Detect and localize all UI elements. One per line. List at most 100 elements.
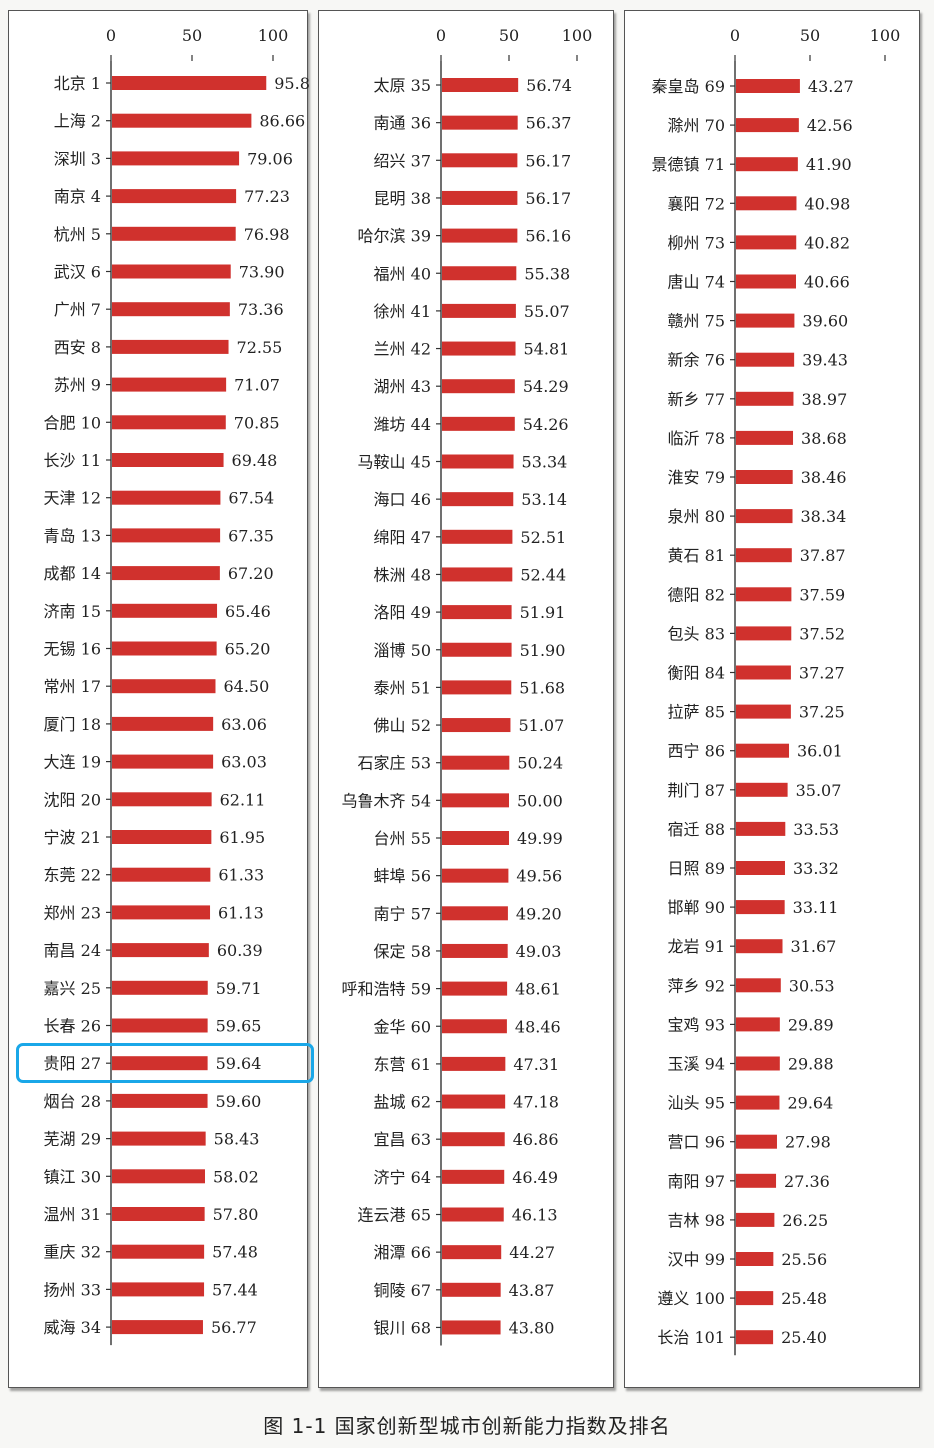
category-label: 徐州 41: [374, 302, 431, 321]
bar-chart-2: 0 50 100 太原 35 56.74 南通 36 56.37 绍兴 37 56.17 昆明 3…: [342, 26, 592, 1346]
category-label: 泉州 80: [668, 507, 725, 526]
value-label: 86.66: [259, 112, 305, 131]
category-label: 沈阳 20: [44, 790, 101, 809]
category-label: 长春 26: [44, 1017, 101, 1036]
category-label: 包头 83: [668, 624, 725, 643]
bar: [736, 626, 792, 641]
bar: [112, 1093, 208, 1108]
category-label: 日照 89: [668, 859, 725, 878]
category-label: 深圳 3: [54, 149, 101, 168]
x-tick-label: 0: [730, 26, 740, 45]
x-tick-label: 50: [800, 26, 820, 45]
category-label: 滁州 70: [668, 116, 725, 135]
value-label: 61.33: [218, 866, 264, 885]
bar: [442, 943, 508, 958]
category-label: 贵阳 27: [44, 1054, 101, 1073]
bar: [442, 1245, 502, 1260]
bar: [736, 743, 790, 758]
value-label: 54.81: [524, 340, 570, 359]
bar: [112, 1244, 205, 1259]
value-label: 59.65: [216, 1017, 262, 1036]
value-label: 46.86: [513, 1130, 559, 1149]
category-label: 太原 35: [374, 76, 431, 95]
category-label: 邯郸 90: [668, 898, 725, 917]
value-label: 49.20: [516, 904, 562, 923]
value-label: 59.64: [216, 1054, 262, 1073]
value-label: 47.31: [513, 1055, 559, 1074]
value-label: 77.23: [244, 187, 290, 206]
category-label: 佛山 52: [374, 716, 431, 735]
value-label: 42.56: [807, 116, 853, 135]
category-label: 烟台 28: [44, 1092, 101, 1111]
value-label: 56.17: [525, 151, 571, 170]
bar: [736, 861, 785, 875]
bar: [442, 341, 516, 356]
category-label: 上海 2: [54, 112, 101, 131]
category-label: 吉林 98: [668, 1211, 725, 1230]
category-label: 南阳 97: [668, 1172, 725, 1191]
value-label: 56.17: [525, 189, 571, 208]
value-label: 49.99: [517, 829, 563, 848]
value-label: 95.84: [274, 74, 309, 93]
x-tick-label: 100: [258, 26, 289, 45]
highlight-box-guiyang: [16, 1043, 314, 1083]
category-label: 铜陵 67: [374, 1281, 431, 1300]
category-label: 遵义 100: [657, 1289, 725, 1308]
bar: [112, 339, 229, 354]
category-label: 新余 76: [668, 351, 725, 370]
bar: [112, 76, 267, 90]
value-label: 73.36: [238, 300, 284, 319]
bar: [736, 1252, 774, 1266]
category-label: 株洲 48: [374, 565, 431, 584]
bar: [112, 453, 224, 467]
x-tick-label: 50: [499, 26, 519, 45]
value-label: 51.07: [518, 716, 564, 735]
value-label: 36.01: [797, 742, 843, 761]
bar: [112, 716, 214, 731]
category-label: 临沂 78: [668, 429, 725, 448]
category-label: 北京 1: [54, 74, 101, 93]
category-label: 苏州 9: [54, 376, 101, 395]
bar: [736, 1212, 775, 1227]
value-label: 52.51: [520, 528, 566, 547]
x-tick-label: 50: [182, 26, 202, 45]
bar: [736, 157, 798, 172]
bar: [112, 867, 211, 882]
bar: [736, 665, 791, 680]
category-label: 荆门 87: [668, 781, 725, 800]
category-label: 镇江 30: [44, 1167, 101, 1186]
category-label: 杭州 5: [54, 225, 101, 244]
bar: [442, 567, 513, 582]
category-label: 西宁 86: [668, 742, 725, 761]
bar: [112, 792, 212, 807]
category-label: 昆明 38: [374, 189, 431, 208]
chart-panel-3: 0 50 100 秦皇岛 69 43.27 滁州 70 42.56 景德镇 71 41.90 襄阳…: [624, 10, 920, 1388]
value-label: 70.85: [234, 413, 280, 432]
bar: [736, 1330, 774, 1345]
bar: [112, 980, 208, 995]
value-label: 38.97: [801, 390, 847, 409]
category-label: 南宁 57: [374, 904, 431, 923]
bar: [736, 313, 795, 328]
bar: [442, 868, 509, 883]
value-label: 57.48: [212, 1243, 258, 1262]
bar: [736, 274, 796, 289]
value-label: 33.53: [793, 820, 839, 839]
value-label: 40.66: [804, 273, 850, 292]
category-label: 武汉 6: [54, 263, 101, 282]
bar: [442, 492, 514, 507]
bar: [736, 509, 793, 524]
bar: [442, 78, 519, 92]
value-label: 79.06: [247, 149, 293, 168]
category-label: 营口 96: [668, 1133, 725, 1152]
category-label: 宝鸡 93: [668, 1015, 725, 1034]
value-label: 41.90: [806, 155, 852, 174]
bar: [736, 1291, 774, 1306]
value-label: 73.90: [239, 263, 285, 282]
value-label: 26.25: [782, 1211, 828, 1230]
bar: [112, 603, 218, 618]
category-label: 南京 4: [54, 187, 101, 206]
category-label: 宁波 21: [44, 828, 101, 847]
value-label: 63.03: [221, 753, 267, 772]
category-label: 大连 19: [44, 753, 101, 772]
